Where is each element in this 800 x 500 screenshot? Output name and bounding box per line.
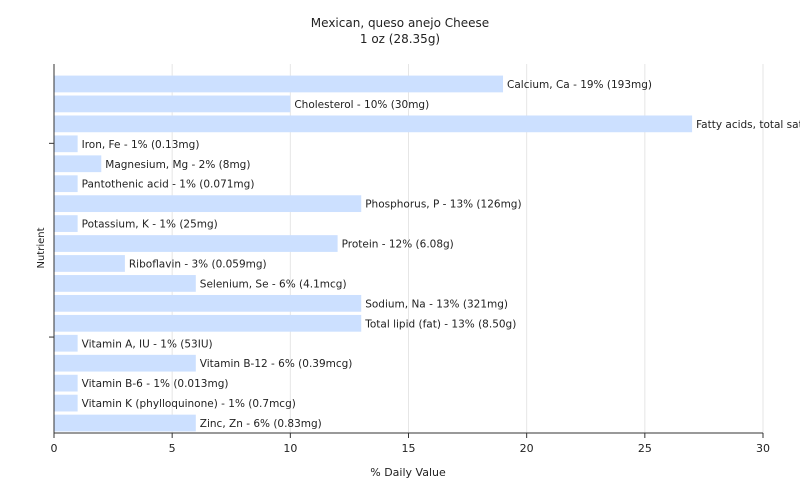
x-tick-label: 30 — [756, 442, 770, 455]
bar-layer: Calcium, Ca - 19% (193mg) Cholesterol - 1… — [54, 75, 800, 432]
bar — [54, 135, 78, 153]
bar — [54, 414, 196, 432]
bar — [54, 155, 102, 173]
x-tick-label: 10 — [283, 442, 297, 455]
data-label: Total lipid (fat) - 13% (8.50g) — [364, 318, 516, 330]
data-label: Iron, Fe - 1% (0.13mg) — [82, 139, 200, 151]
x-axis-label: % Daily Value — [370, 466, 446, 479]
bar — [54, 255, 125, 272]
data-label: Vitamin B-6 - 1% (0.013mg) — [82, 378, 229, 390]
x-tick-label: 20 — [520, 442, 534, 455]
bar — [54, 95, 291, 113]
bar — [54, 215, 78, 232]
x-tick-label: 15 — [402, 442, 416, 455]
data-label: Magnesium, Mg - 2% (8mg) — [105, 159, 250, 171]
bar — [54, 175, 78, 193]
y-axis-label: Nutrient — [36, 227, 47, 268]
data-label: Riboflavin - 3% (0.059mg) — [129, 258, 267, 270]
x-tick-label: 0 — [51, 442, 58, 455]
data-label: Vitamin B-12 - 6% (0.39mcg) — [200, 358, 353, 370]
data-label: Phosphorus, P - 13% (126mg) — [365, 199, 521, 211]
bar — [54, 394, 78, 412]
x-tick-label: 25 — [638, 442, 652, 455]
data-label: Calcium, Ca - 19% (193mg) — [507, 79, 652, 91]
bar — [54, 195, 362, 213]
bar — [54, 294, 362, 312]
bar — [54, 235, 338, 252]
bar — [54, 75, 504, 93]
bar — [54, 374, 78, 392]
data-label: Protein - 12% (6.08g) — [342, 239, 454, 251]
data-label: Selenium, Se - 6% (4.1mcg) — [200, 278, 347, 290]
chart-subtitle: 1 oz (28.35g) — [359, 32, 441, 46]
data-label: Potassium, K - 1% (25mg) — [82, 219, 218, 231]
data-label: Sodium, Na - 13% (321mg) — [365, 298, 508, 310]
bar — [54, 334, 78, 352]
chart-title: Mexican, queso anejo Cheese — [310, 16, 490, 30]
bar — [54, 354, 196, 372]
data-label: Cholesterol - 10% (30mg) — [294, 99, 429, 111]
data-label: Fatty acids, total saturated - 27% (5.39… — [696, 119, 800, 131]
x-tick-label: 5 — [169, 442, 176, 455]
bar — [54, 275, 196, 292]
axis-layer: 0 5 10 15 20 25 30 — [49, 64, 770, 455]
bar — [54, 115, 693, 133]
bar — [54, 314, 362, 332]
data-label: Pantothenic acid - 1% (0.071mg) — [82, 179, 255, 191]
data-label: Zinc, Zn - 6% (0.83mg) — [200, 418, 322, 430]
data-label: Vitamin K (phylloquinone) - 1% (0.7mcg) — [82, 398, 296, 410]
data-label: Vitamin A, IU - 1% (53IU) — [82, 338, 213, 350]
